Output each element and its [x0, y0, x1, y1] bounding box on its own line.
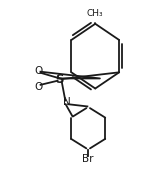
- Text: O: O: [34, 82, 43, 92]
- Text: O: O: [34, 66, 43, 76]
- Text: Br: Br: [82, 154, 94, 164]
- Text: N: N: [63, 97, 71, 107]
- Text: CH₃: CH₃: [87, 9, 104, 18]
- Text: S: S: [55, 73, 64, 86]
